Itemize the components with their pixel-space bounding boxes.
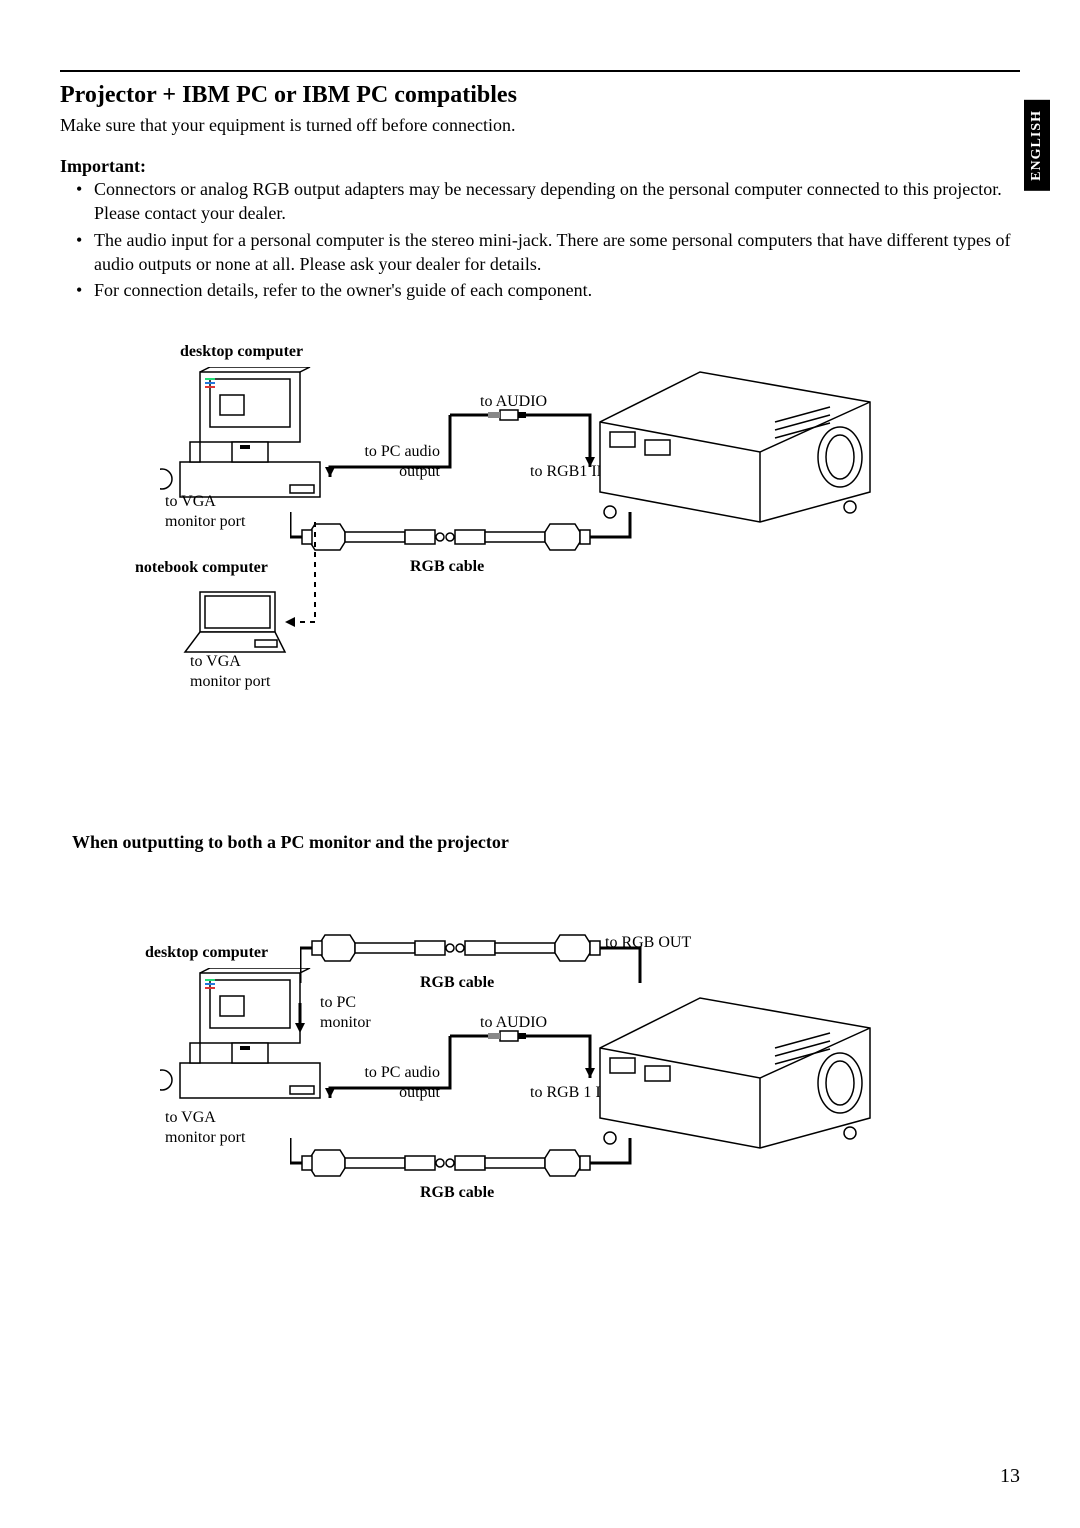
intro-text: Make sure that your equipment is turned … xyxy=(60,115,1020,136)
important-label: Important: xyxy=(60,156,1020,177)
bullet-item: The audio input for a personal computer … xyxy=(76,228,1020,277)
to-vga-label-2: to VGA monitor port xyxy=(190,652,270,690)
page-number: 13 xyxy=(1000,1465,1020,1488)
rgb-cable-label: RGB cable xyxy=(410,557,484,576)
horizontal-rule xyxy=(60,70,1020,72)
rgb-cable-label-bottom: RGB cable xyxy=(420,1183,494,1202)
language-tab: ENGLISH xyxy=(1024,100,1050,191)
to-vga-label-3: to VGA monitor port xyxy=(165,1108,245,1146)
to-rgb-out-label: to RGB OUT xyxy=(605,933,691,952)
to-vga-label-1: to VGA monitor port xyxy=(165,492,245,530)
bullet-item: Connectors or analog RGB output adapters… xyxy=(76,177,1020,226)
pc-monitor-arrow xyxy=(295,998,315,1038)
desktop-computer-label: desktop computer xyxy=(180,342,303,361)
connection-diagram-2: to RGB OUT RGB cable desktop computer to… xyxy=(60,883,1020,1263)
section-2-heading: When outputting to both a PC monitor and… xyxy=(72,832,1020,853)
rgb-cable-label-top: RGB cable xyxy=(420,973,494,992)
important-bullets: Connectors or analog RGB output adapters… xyxy=(60,177,1020,302)
audio-cable xyxy=(310,407,610,487)
desktop-computer-label-2: desktop computer xyxy=(145,943,268,962)
bullet-item: For connection details, refer to the own… xyxy=(76,278,1020,302)
connection-diagram-1: desktop computer to AUDIO to PC audio ou… xyxy=(60,342,1020,772)
notebook-computer-label: notebook computer xyxy=(135,558,268,577)
notebook-icon xyxy=(180,582,300,662)
audio-cable-2 xyxy=(310,1028,610,1108)
page-title: Projector + IBM PC or IBM PC compatibles xyxy=(60,82,1020,109)
